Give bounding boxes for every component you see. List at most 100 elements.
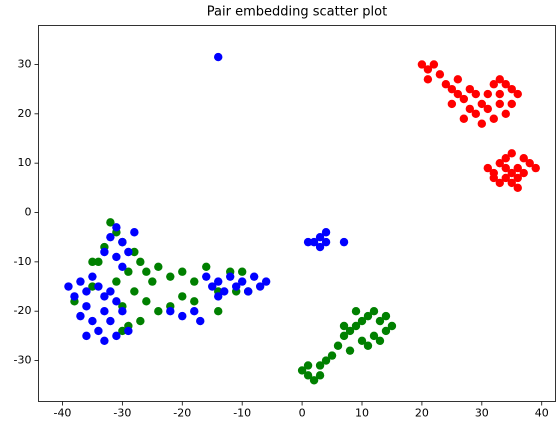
point — [513, 163, 522, 173]
point — [112, 277, 121, 286]
point — [519, 168, 528, 178]
point — [531, 163, 540, 173]
point — [339, 321, 349, 331]
point — [82, 287, 91, 296]
point — [82, 302, 91, 311]
point — [507, 168, 516, 178]
point — [178, 311, 187, 321]
point — [118, 307, 127, 316]
point — [525, 158, 534, 168]
point — [88, 282, 97, 291]
point — [106, 287, 115, 296]
point — [315, 232, 325, 242]
point — [501, 163, 510, 173]
point — [465, 104, 475, 114]
point — [94, 326, 103, 336]
point — [106, 218, 115, 227]
point — [303, 237, 313, 247]
point — [178, 292, 187, 301]
x-tick-label: -40 — [53, 407, 71, 420]
point — [453, 75, 463, 84]
point — [423, 65, 433, 74]
point — [447, 99, 457, 109]
point — [303, 371, 313, 380]
point — [100, 247, 109, 257]
point — [321, 228, 331, 237]
point — [118, 326, 127, 336]
point — [88, 257, 97, 267]
point — [489, 114, 498, 123]
point — [124, 267, 133, 276]
plot-frame — [38, 25, 556, 402]
point — [351, 307, 361, 316]
point — [112, 331, 121, 341]
point — [118, 262, 127, 271]
point — [501, 80, 510, 89]
point — [483, 89, 493, 99]
point — [351, 321, 361, 331]
point — [231, 282, 241, 291]
point — [333, 341, 343, 350]
point — [459, 114, 469, 123]
point — [423, 75, 433, 84]
x-tick-label: 10 — [355, 407, 369, 420]
point — [375, 336, 385, 346]
point — [495, 158, 504, 168]
point — [148, 277, 157, 286]
x-tick-label: -10 — [233, 407, 251, 420]
point — [507, 178, 516, 188]
point — [88, 316, 97, 326]
point — [501, 154, 510, 163]
point — [124, 247, 133, 257]
point — [417, 60, 427, 69]
point — [106, 232, 115, 242]
point — [208, 282, 217, 291]
point — [357, 336, 367, 346]
point — [369, 331, 379, 341]
point — [100, 336, 109, 346]
point — [381, 311, 391, 321]
point — [315, 361, 325, 370]
point — [88, 272, 97, 281]
point — [483, 163, 493, 173]
point — [519, 154, 528, 163]
point — [471, 89, 481, 99]
x-tick-label: -30 — [113, 407, 131, 420]
point — [327, 351, 337, 360]
point — [363, 311, 373, 321]
point — [166, 307, 175, 316]
point — [477, 119, 487, 128]
point — [459, 94, 469, 104]
point — [339, 331, 349, 341]
point — [315, 242, 325, 252]
point — [495, 99, 504, 109]
point — [118, 237, 127, 247]
point — [501, 109, 510, 119]
point — [381, 326, 391, 336]
point — [495, 75, 504, 84]
point — [237, 277, 247, 286]
point — [489, 173, 498, 183]
point — [495, 178, 504, 188]
point — [363, 341, 373, 350]
point — [136, 316, 145, 326]
point — [435, 70, 445, 79]
point — [507, 149, 516, 158]
point — [100, 307, 109, 316]
point — [214, 292, 223, 301]
point — [237, 267, 247, 276]
point — [501, 173, 510, 183]
point — [202, 262, 211, 271]
y-tick-label: -20 — [14, 304, 32, 317]
point — [321, 356, 331, 365]
point — [441, 80, 451, 89]
point — [76, 311, 85, 321]
point — [214, 307, 223, 316]
point — [489, 80, 498, 89]
point — [70, 292, 79, 301]
y-tick-label: 0 — [25, 206, 32, 219]
point — [154, 262, 163, 271]
point — [142, 297, 151, 306]
point — [130, 247, 139, 257]
point — [345, 326, 355, 336]
